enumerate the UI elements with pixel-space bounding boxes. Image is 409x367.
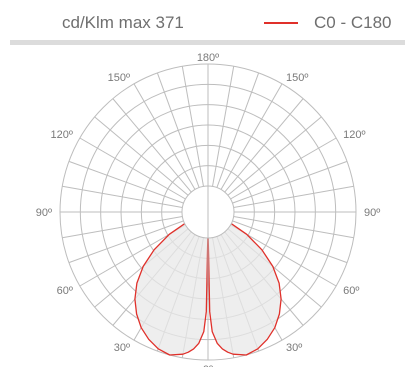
polar-curves bbox=[134, 211, 282, 356]
grid-spoke bbox=[232, 160, 348, 204]
grid-spoke bbox=[230, 137, 337, 200]
angle-label-right: 90º bbox=[364, 207, 380, 219]
angle-label-right: 60º bbox=[343, 285, 359, 297]
legend-item: C0 - C180 bbox=[264, 12, 391, 34]
angle-label-left: 120º bbox=[51, 129, 73, 141]
curve-fill bbox=[208, 212, 282, 355]
grid-spoke bbox=[79, 137, 186, 200]
grid-spoke bbox=[212, 66, 235, 187]
grid-spoke bbox=[112, 98, 192, 193]
grid-spoke bbox=[62, 216, 183, 239]
grid-spoke bbox=[133, 83, 196, 190]
angle-label-0: 0º bbox=[203, 364, 213, 367]
grid-spoke bbox=[156, 72, 200, 188]
angle-label-right: 150º bbox=[286, 72, 308, 84]
grid-spoke bbox=[216, 72, 260, 188]
angle-label-left: 30º bbox=[114, 342, 130, 354]
grid-spoke bbox=[68, 160, 184, 204]
grid-spoke bbox=[181, 66, 204, 187]
grid-spoke bbox=[227, 116, 322, 196]
curve-c0-c180 bbox=[207, 211, 282, 356]
grid-spoke bbox=[220, 83, 283, 190]
grid-spoke bbox=[224, 98, 304, 193]
curve-fill bbox=[134, 212, 208, 355]
grid-spoke bbox=[232, 220, 348, 264]
grid-spoke bbox=[94, 116, 189, 196]
curve-c0-c180 bbox=[134, 211, 209, 356]
grid-spoke bbox=[233, 185, 354, 208]
angle-label-right: 30º bbox=[286, 342, 302, 354]
angle-label-left: 60º bbox=[57, 285, 73, 297]
angle-labels: 0º 180º 30º 30º 60º 60º 90º 90º 120º 120º 150º 150º bbox=[36, 52, 381, 367]
grid-spoke bbox=[68, 220, 184, 264]
angle-label-left: 90º bbox=[36, 207, 52, 219]
grid-spoke bbox=[233, 216, 354, 239]
angle-label-180: 180º bbox=[197, 52, 219, 64]
legend-swatch bbox=[264, 22, 298, 24]
grid-spoke bbox=[62, 185, 183, 208]
angle-label-right: 120º bbox=[343, 129, 365, 141]
legend-label: C0 - C180 bbox=[314, 13, 392, 32]
angle-label-left: 150º bbox=[108, 72, 130, 84]
unit-label: cd/Klm max 371 bbox=[62, 13, 184, 32]
chart-header: cd/Klm max 371 C0 - C180 bbox=[0, 0, 409, 38]
header-divider bbox=[10, 40, 405, 45]
